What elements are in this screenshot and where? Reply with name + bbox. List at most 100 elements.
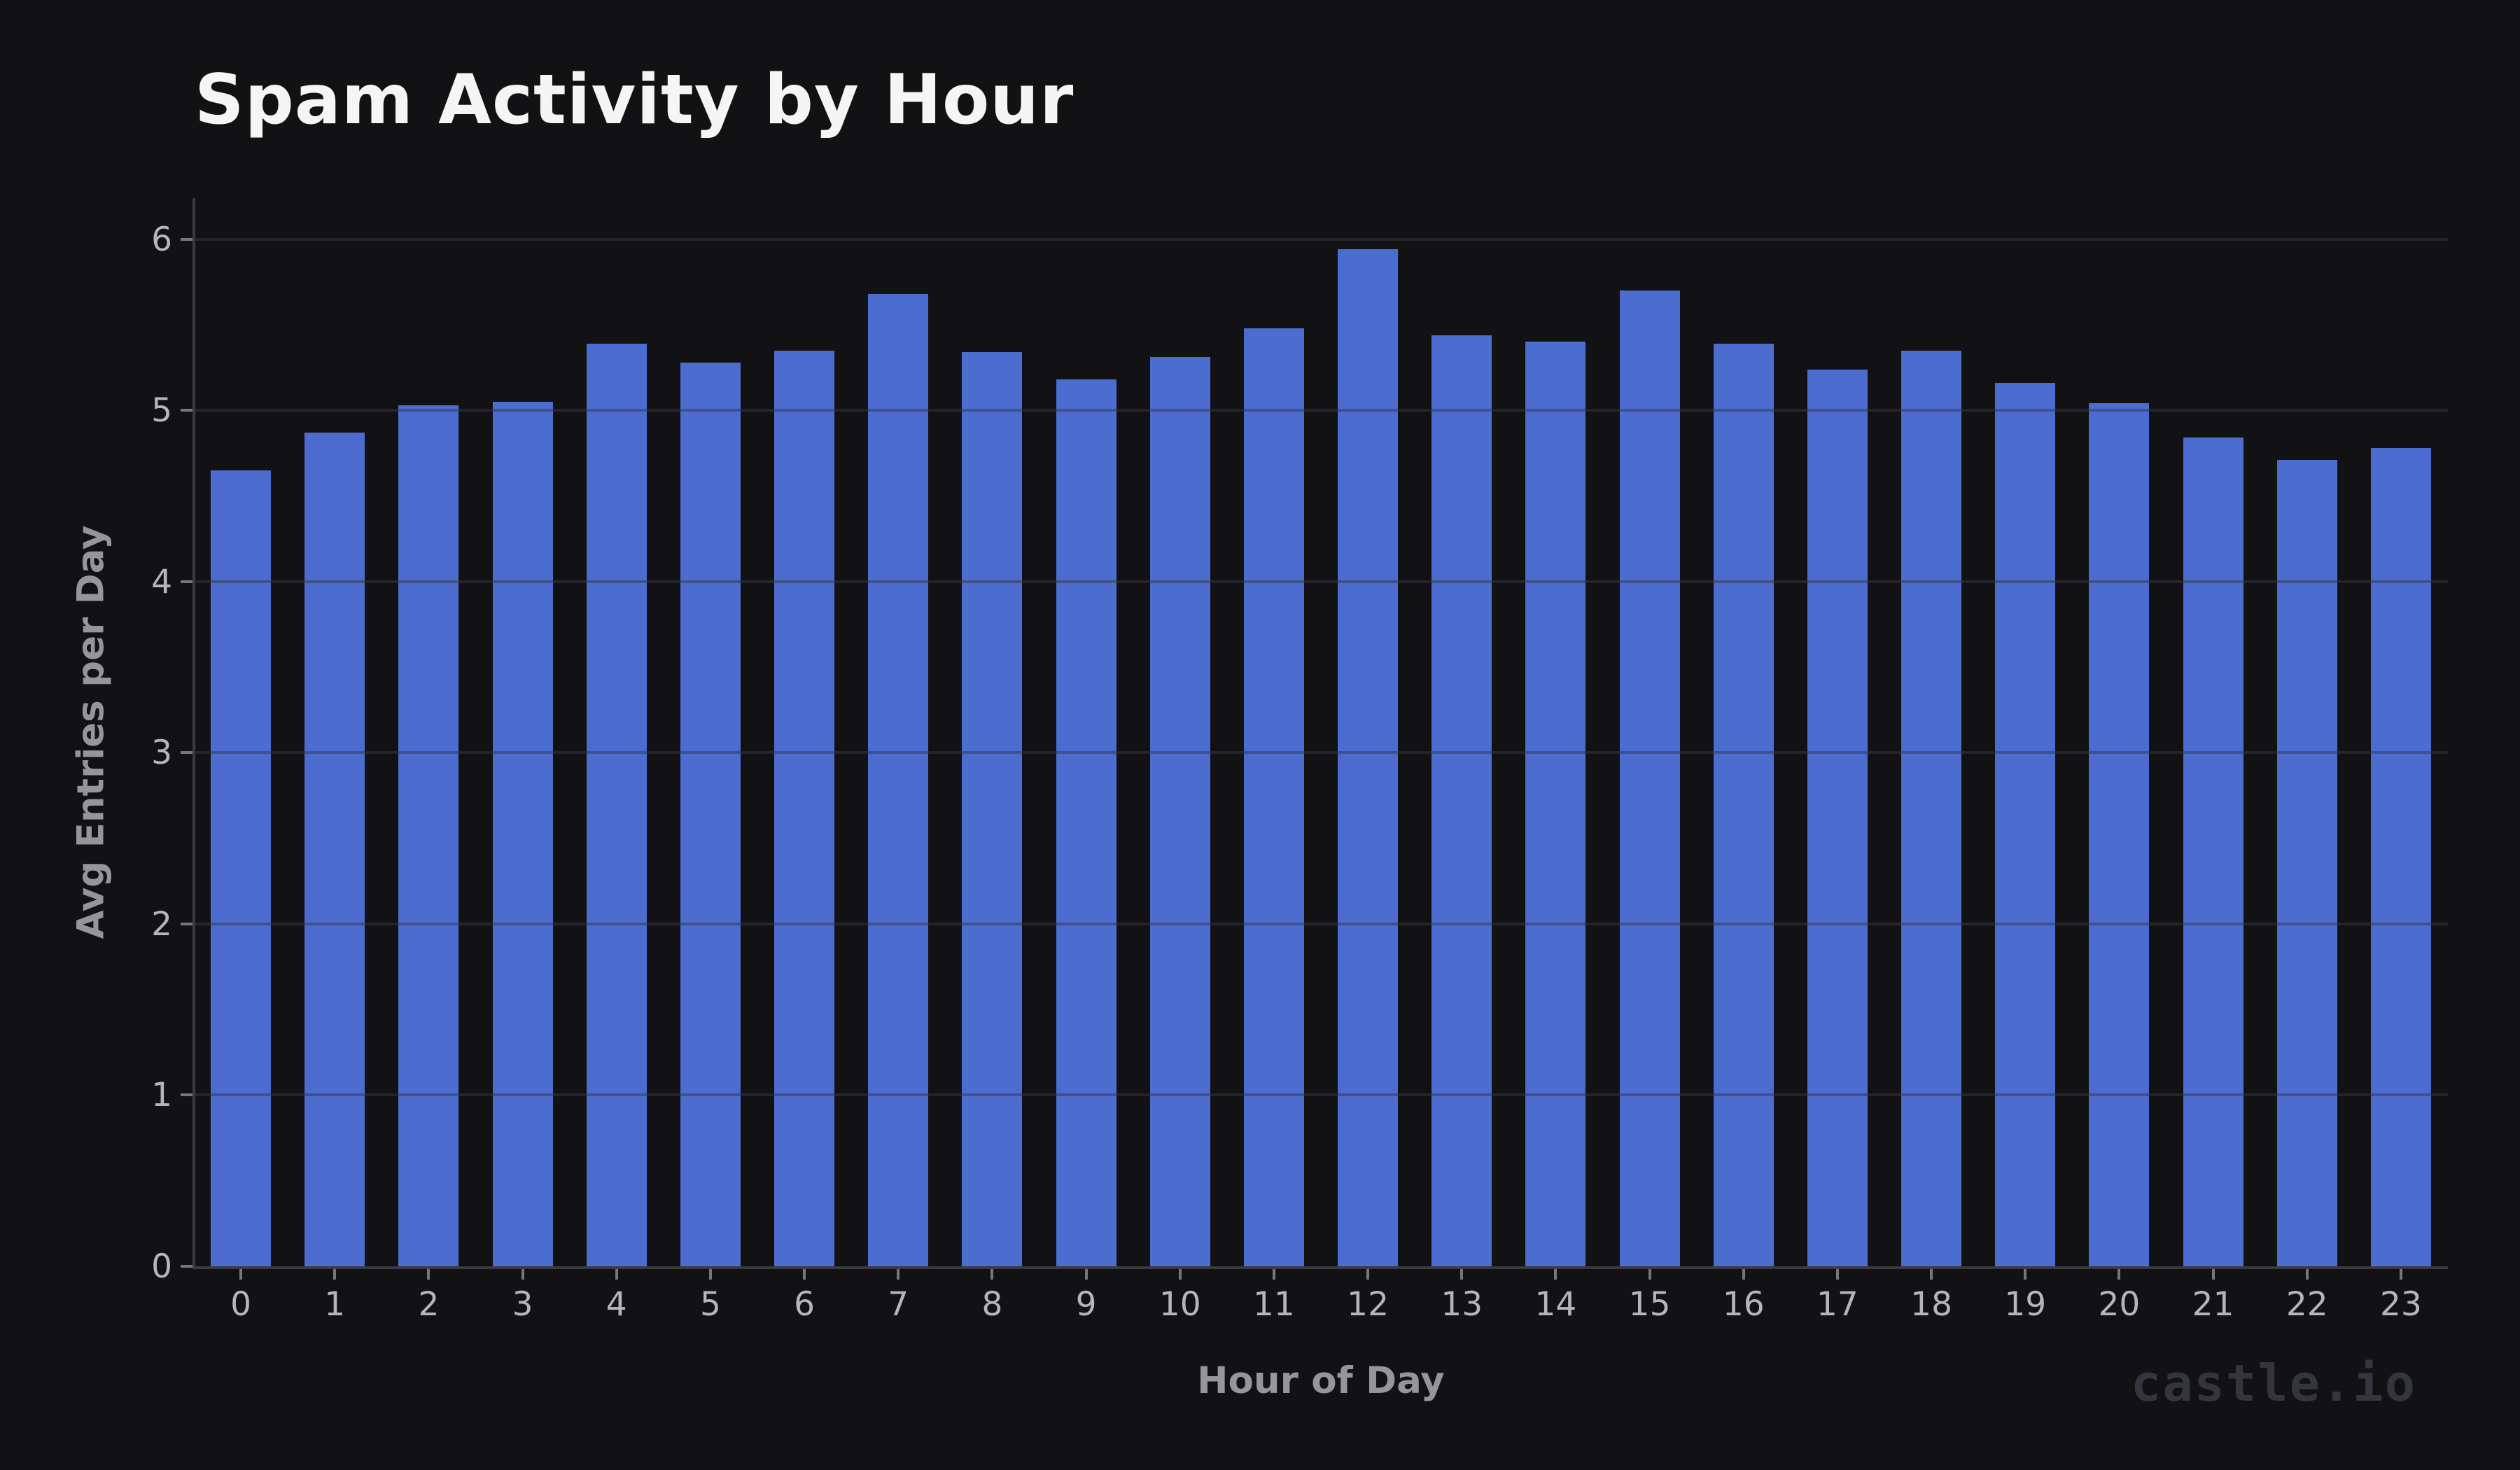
x-tick-label-17: 17	[1816, 1285, 1858, 1324]
x-tick-mark-2	[427, 1269, 430, 1280]
x-tick-mark-11	[1272, 1269, 1275, 1280]
x-tick-mark-5	[708, 1269, 712, 1280]
x-tick-label-9: 9	[1075, 1285, 1097, 1324]
bar-hour-23	[2370, 448, 2431, 1266]
y-tick-mark-1	[181, 1093, 193, 1097]
x-tick-mark-16	[1742, 1269, 1745, 1280]
x-tick-mark-4	[615, 1269, 618, 1280]
y-tick-label-2: 2	[151, 904, 172, 944]
y-tick-label-6: 6	[151, 220, 172, 259]
y-tick-mark-4	[181, 580, 193, 583]
x-axis-spine	[192, 1266, 2448, 1269]
x-tick-mark-13	[1460, 1269, 1464, 1280]
bar-hour-6	[774, 351, 835, 1266]
x-tick-label-6: 6	[794, 1285, 816, 1324]
y-axis-spine	[192, 198, 195, 1269]
x-tick-mark-15	[1648, 1269, 1651, 1280]
bar-hour-2	[398, 405, 459, 1266]
bar-hour-17	[1807, 370, 1868, 1266]
x-tick-mark-1	[333, 1269, 337, 1280]
x-tick-label-23: 23	[2380, 1285, 2422, 1324]
x-tick-mark-6	[803, 1269, 806, 1280]
bar-hour-0	[211, 470, 272, 1266]
x-tick-label-21: 21	[2192, 1285, 2234, 1324]
x-tick-label-2: 2	[418, 1285, 440, 1324]
x-tick-label-1: 1	[324, 1285, 346, 1324]
bar-hour-8	[962, 352, 1023, 1266]
x-tick-mark-20	[2118, 1269, 2121, 1280]
bar-hour-18	[1901, 351, 1962, 1266]
x-axis-title: Hour of Day	[1197, 1359, 1445, 1402]
x-tick-label-18: 18	[1910, 1285, 1952, 1324]
gridline-y-1	[194, 1093, 2448, 1097]
x-tick-mark-17	[1835, 1269, 1839, 1280]
x-tick-label-12: 12	[1347, 1285, 1389, 1324]
y-tick-mark-3	[181, 751, 193, 755]
x-tick-label-3: 3	[512, 1285, 533, 1324]
x-tick-label-7: 7	[888, 1285, 909, 1324]
watermark-castle-io: castle.io	[2130, 1354, 2416, 1413]
x-tick-mark-19	[2024, 1269, 2027, 1280]
y-tick-mark-2	[181, 922, 193, 925]
bar-hour-14	[1525, 342, 1586, 1266]
x-tick-label-19: 19	[2004, 1285, 2047, 1324]
x-tick-mark-8	[990, 1269, 994, 1280]
y-tick-label-3: 3	[151, 734, 172, 773]
x-tick-label-13: 13	[1441, 1285, 1483, 1324]
bar-hour-4	[586, 344, 647, 1266]
x-tick-mark-7	[897, 1269, 900, 1280]
gridline-y-6	[194, 237, 2448, 241]
x-tick-mark-9	[1084, 1269, 1088, 1280]
bar-hour-3	[492, 402, 553, 1266]
bar-hour-12	[1338, 249, 1399, 1266]
bar-hour-20	[2089, 403, 2150, 1266]
chart-title: Spam Activity by Hour	[195, 60, 1074, 140]
x-tick-mark-22	[2305, 1269, 2309, 1280]
x-tick-mark-3	[521, 1269, 524, 1280]
y-axis-title: Avg Entries per Day	[69, 525, 113, 939]
gridline-y-3	[194, 751, 2448, 755]
x-tick-mark-0	[239, 1269, 243, 1280]
y-tick-label-0: 0	[151, 1247, 172, 1286]
x-tick-label-8: 8	[981, 1285, 1003, 1324]
x-tick-label-14: 14	[1534, 1285, 1577, 1324]
x-tick-mark-21	[2211, 1269, 2215, 1280]
x-tick-label-10: 10	[1158, 1285, 1201, 1324]
gridline-y-4	[194, 580, 2448, 583]
bar-hour-16	[1713, 344, 1774, 1266]
x-tick-label-20: 20	[2098, 1285, 2141, 1324]
x-tick-label-22: 22	[2286, 1285, 2328, 1324]
x-tick-mark-10	[1178, 1269, 1182, 1280]
x-tick-mark-12	[1366, 1269, 1370, 1280]
x-tick-label-5: 5	[699, 1285, 721, 1324]
x-tick-label-0: 0	[230, 1285, 252, 1324]
bar-hour-9	[1056, 379, 1116, 1266]
x-tick-mark-23	[2399, 1269, 2402, 1280]
bar-hour-22	[2276, 460, 2337, 1266]
bar-hour-7	[868, 294, 929, 1266]
gridline-y-5	[194, 409, 2448, 412]
x-tick-mark-18	[1930, 1269, 1933, 1280]
y-tick-label-4: 4	[151, 562, 172, 601]
bar-hour-15	[1619, 290, 1680, 1266]
plot-area	[194, 198, 2448, 1266]
y-tick-mark-6	[181, 237, 193, 241]
gridline-y-2	[194, 922, 2448, 925]
bar-hour-13	[1432, 335, 1492, 1266]
y-tick-mark-0	[181, 1265, 193, 1268]
x-tick-mark-14	[1554, 1269, 1558, 1280]
bar-hour-11	[1243, 328, 1304, 1266]
y-tick-label-1: 1	[151, 1076, 172, 1115]
bar-hour-5	[680, 363, 741, 1266]
y-tick-label-5: 5	[151, 391, 172, 430]
x-tick-label-16: 16	[1722, 1285, 1765, 1324]
x-tick-label-4: 4	[606, 1285, 627, 1324]
bar-hour-10	[1149, 357, 1210, 1266]
bar-hour-1	[304, 433, 365, 1266]
bar-hour-21	[2183, 438, 2244, 1266]
bar-hour-19	[1995, 383, 2056, 1266]
x-tick-label-15: 15	[1628, 1285, 1671, 1324]
x-tick-label-11: 11	[1253, 1285, 1295, 1324]
y-tick-mark-5	[181, 409, 193, 412]
